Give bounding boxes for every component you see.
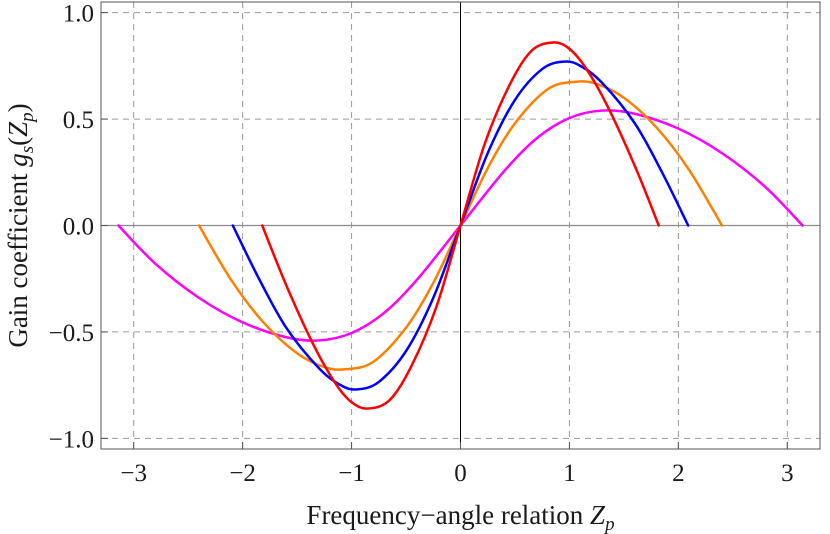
x-tick-label: 2 xyxy=(672,460,685,487)
y-tick-label: 0.5 xyxy=(63,107,94,134)
y-axis-title-arg-var: Z xyxy=(3,121,33,137)
x-axis-title-var: Z xyxy=(590,500,606,530)
series-group xyxy=(117,41,804,410)
x-tick-label: −2 xyxy=(229,460,256,487)
x-axis-title: Frequency−angle relation Zp xyxy=(306,500,614,534)
y-axis-title-open: ( xyxy=(3,137,33,146)
y-axis-title-close: ) xyxy=(3,103,33,112)
x-tick-label: −1 xyxy=(338,460,365,487)
x-axis-title-sub: p xyxy=(603,514,615,534)
y-axis-title-text: Gain coefficient xyxy=(3,167,33,348)
axis-ticks: −3 −2 −1 0 1 2 3 −1.0 −0.5 0.0 0.5 1.0 xyxy=(49,1,794,487)
y-axis-title-sub: s xyxy=(17,146,38,153)
x-tick-label: 3 xyxy=(781,460,794,487)
y-tick-label: 1.0 xyxy=(63,1,94,28)
series-line-4 xyxy=(260,41,661,410)
y-axis-title-arg-sub: p xyxy=(17,112,38,124)
y-tick-label: −0.5 xyxy=(49,320,94,347)
x-tick-label: 0 xyxy=(454,460,467,487)
y-tick-label: 0.0 xyxy=(63,214,94,241)
y-axis-title-var: g xyxy=(3,153,33,167)
x-tick-label: −3 xyxy=(120,460,147,487)
x-axis-title-text: Frequency−angle relation xyxy=(306,500,590,530)
x-tick-label: 1 xyxy=(563,460,576,487)
y-tick-label: −1.0 xyxy=(49,426,94,453)
y-axis-title: Gain coefficient gs(Zp) xyxy=(3,103,38,347)
